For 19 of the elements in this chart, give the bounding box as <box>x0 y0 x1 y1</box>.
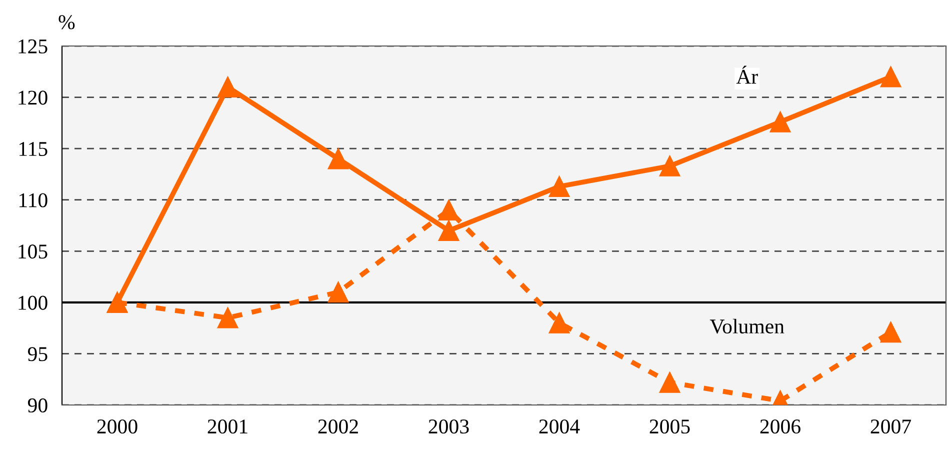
y-tick-label: 100 <box>18 296 48 310</box>
series-label: Ár <box>736 66 758 84</box>
text: Volumen <box>710 318 784 334</box>
y-tick-label: 115 <box>19 142 48 156</box>
x-tick-label: 2007 <box>870 419 911 434</box>
y-tick-label: 95 <box>28 347 48 362</box>
x-tick-label: 2001 <box>208 419 248 434</box>
x-tick-label: 2005 <box>650 419 690 434</box>
y-tick-label: 90 <box>28 398 48 412</box>
y-tick-label: 120 <box>18 90 48 105</box>
y-tick-label: 125 <box>18 39 48 54</box>
y-tick-label: 105 <box>18 244 48 259</box>
x-tick-label: 2002 <box>318 419 358 434</box>
x-tick-label: 2006 <box>760 419 800 434</box>
x-tick-label: 2003 <box>428 419 469 434</box>
x-tick-label: 2004 <box>539 419 580 434</box>
x-tick-label: 2000 <box>97 419 138 434</box>
y-axis-title: % <box>58 15 75 30</box>
y-tick-label: 110 <box>19 193 48 208</box>
